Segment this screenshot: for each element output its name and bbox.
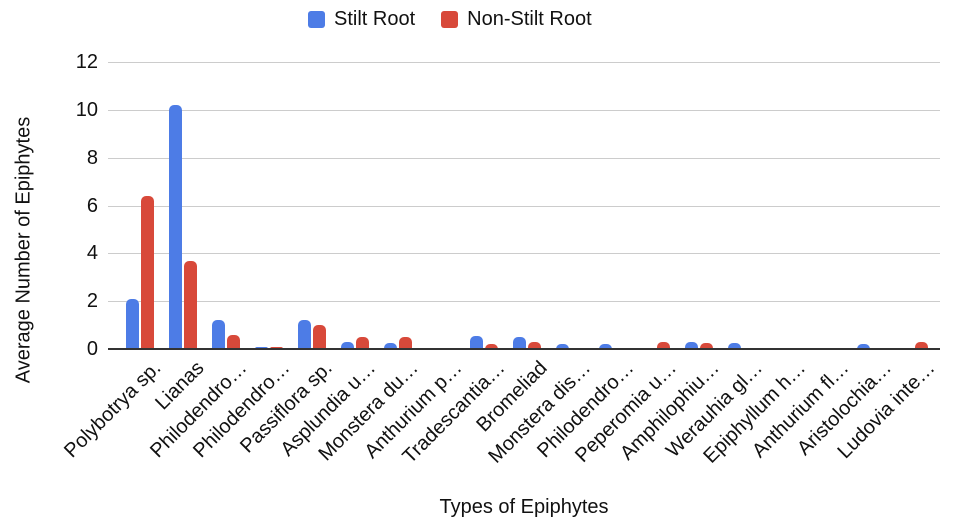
- legend-swatch-non-stilt-root: [441, 11, 459, 28]
- bar-stilt-root: [512, 337, 526, 349]
- plot-area: 0 2 4 6 8 10 12: [76, 52, 940, 359]
- y-tick-label: 4: [86, 242, 98, 265]
- bar-non-stilt-root: [484, 344, 498, 349]
- bar-stilt-root: [211, 320, 225, 349]
- bar-stilt-root: [555, 344, 569, 349]
- x-axis-title: Types of Epiphytes: [439, 496, 609, 518]
- bar-non-stilt-root: [183, 260, 197, 349]
- legend-label: Non-Stilt Root: [467, 8, 592, 30]
- bar-stilt-root: [469, 335, 483, 349]
- gridline: [108, 109, 940, 111]
- legend-item-stilt-root[interactable]: Stilt Root: [308, 8, 415, 31]
- bar-non-stilt-root: [656, 341, 670, 349]
- bar-non-stilt-root: [699, 343, 713, 349]
- y-tick-label: 0: [86, 338, 98, 360]
- bar-non-stilt-root: [398, 337, 412, 349]
- bar-non-stilt-root: [527, 341, 541, 349]
- y-tick-label: 2: [86, 290, 98, 313]
- bar-non-stilt-root: [355, 337, 369, 349]
- bar-non-stilt-root: [140, 195, 154, 349]
- bar-non-stilt-root: [269, 346, 283, 349]
- bar-stilt-root: [168, 105, 182, 349]
- bar-stilt-root: [856, 344, 870, 349]
- x-axis-line: [108, 348, 940, 350]
- y-axis-title: Average Number of Epiphytes: [12, 116, 35, 384]
- gridline: [108, 157, 940, 159]
- y-tick-label: 10: [75, 98, 98, 121]
- gridline: [108, 205, 940, 207]
- legend-item-non-stilt-root[interactable]: Non-Stilt Root: [441, 8, 592, 31]
- bar-stilt-root: [598, 344, 612, 349]
- y-tick-label: 12: [75, 51, 98, 73]
- bar-stilt-root: [684, 341, 698, 349]
- legend-label: Stilt Root: [334, 8, 416, 30]
- gridline: [108, 253, 940, 255]
- legend: Stilt Root Non-Stilt Root: [308, 8, 592, 31]
- bar-stilt-root: [340, 341, 354, 349]
- bar-stilt-root: [727, 343, 741, 349]
- bar-stilt-root: [383, 343, 397, 349]
- bar-stilt-root: [125, 298, 139, 349]
- bar-non-stilt-root: [226, 334, 240, 349]
- legend-swatch-stilt-root: [308, 11, 325, 28]
- gridline: [108, 301, 940, 303]
- bar-non-stilt-root: [312, 325, 326, 349]
- gridline: [108, 62, 940, 63]
- y-tick-label: 8: [86, 146, 98, 169]
- y-tick-label: 6: [86, 194, 98, 217]
- bar-stilt-root: [297, 320, 311, 349]
- bar-stilt-root: [254, 346, 268, 349]
- bar-non-stilt-root: [914, 341, 928, 349]
